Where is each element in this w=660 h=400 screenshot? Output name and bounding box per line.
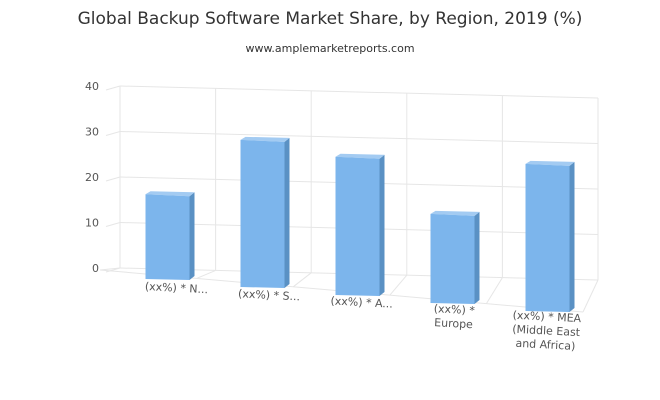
bar-side xyxy=(379,154,385,296)
bar-top xyxy=(145,191,195,197)
x-tick-label: (xx%) * S... xyxy=(238,287,301,303)
bar-side xyxy=(189,192,195,280)
x-tick-label: (xx%) *Europe xyxy=(433,302,476,331)
bar-front xyxy=(240,139,285,288)
y-tick-label: 20 xyxy=(85,171,99,184)
bar xyxy=(335,153,385,296)
bar-front xyxy=(430,213,475,304)
bar xyxy=(145,191,195,280)
x-axis: (xx%) * N... (xx%) * S... (xx%) * A... (xx%… xyxy=(145,280,582,353)
bar-front xyxy=(335,156,380,296)
bars xyxy=(145,136,575,312)
bar xyxy=(430,210,480,304)
grid-line xyxy=(196,269,216,279)
grid-line xyxy=(485,277,503,304)
bar-top xyxy=(240,136,290,142)
grid-line xyxy=(292,272,312,288)
x-tick-label: (xx%) * MEA(Middle Eastand Africa) xyxy=(511,309,582,354)
grid-line xyxy=(105,176,121,182)
grid-line xyxy=(119,131,599,144)
grid-line xyxy=(119,85,599,99)
y-tick-label: 30 xyxy=(85,126,99,139)
y-tick-label: 0 xyxy=(92,262,99,275)
y-axis: 0 10 20 30 40 xyxy=(85,80,99,275)
bar-front xyxy=(145,194,190,280)
bar-top xyxy=(430,210,480,216)
grid-line xyxy=(389,274,408,296)
x-tick-label: (xx%) * A... xyxy=(330,294,393,310)
grid-line xyxy=(105,222,121,227)
bar-top xyxy=(525,160,575,166)
bar-top xyxy=(335,153,385,159)
bar xyxy=(240,136,290,288)
grid-line xyxy=(99,267,121,271)
chart-subtitle: www.amplemarketreports.com xyxy=(245,42,414,55)
y-tick-label: 10 xyxy=(85,217,99,230)
bar xyxy=(525,160,575,312)
x-tick-label: (xx%) * N... xyxy=(145,280,209,296)
grid-line xyxy=(105,131,121,136)
bar-side xyxy=(569,161,575,312)
chart-title: Global Backup Software Market Share, by … xyxy=(78,9,583,29)
bar-side xyxy=(284,137,290,288)
grid-line xyxy=(105,85,121,91)
grid-line xyxy=(582,279,599,313)
y-tick-label: 40 xyxy=(85,80,99,93)
bar-front xyxy=(525,163,570,312)
bar-side xyxy=(474,211,480,304)
